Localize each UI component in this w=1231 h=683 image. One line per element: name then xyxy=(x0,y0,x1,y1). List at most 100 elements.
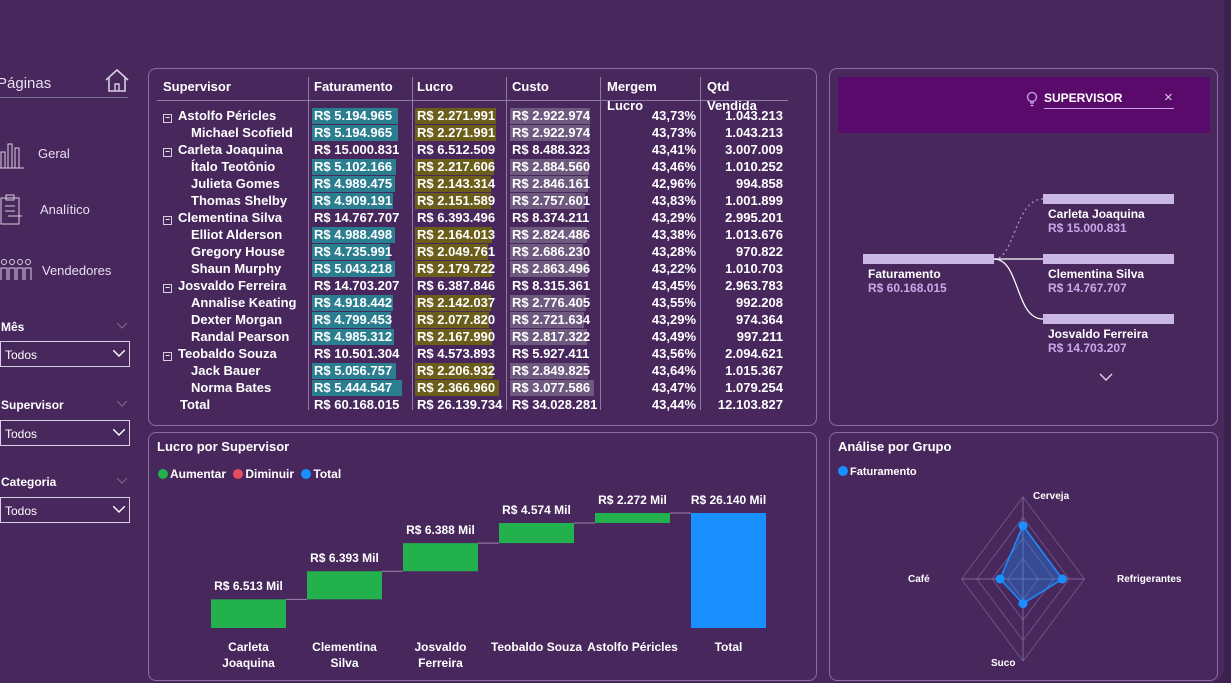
table-row[interactable]: Annalise Keating R$ 4.918.442 R$ 2.142.037… xyxy=(157,294,788,311)
waterfall-bar[interactable] xyxy=(307,571,382,600)
cell-custo: R$ 2.686.230 xyxy=(512,244,591,259)
cell-margem: 42,96% xyxy=(651,176,696,191)
category-label: Clementina Silva xyxy=(287,639,402,671)
chevron-down-icon[interactable] xyxy=(1099,373,1113,381)
cell-custo: R$ 2.721.634 xyxy=(512,312,591,327)
row-name: Michael Scofield xyxy=(191,125,293,140)
filter-mes-dropdown[interactable]: Todos xyxy=(0,341,130,367)
row-name: Ítalo Teotônio xyxy=(191,159,276,174)
divider xyxy=(412,77,413,410)
table-row[interactable]: − Carleta Joaquina R$ 15.000.831 R$ 6.512.5… xyxy=(157,141,788,158)
waterfall-bar[interactable] xyxy=(403,543,478,572)
decomp-root-bar[interactable] xyxy=(863,254,994,264)
collapse-icon[interactable]: − xyxy=(163,352,172,361)
legend-item[interactable]: Faturamento xyxy=(838,466,917,478)
table-row[interactable]: − Josvaldo Ferreira R$ 14.703.207 R$ 6.387.… xyxy=(157,277,788,294)
category-label-line: Silva xyxy=(330,656,359,670)
nav-analitico[interactable]: Analítico xyxy=(0,194,140,228)
decomp-node-bar[interactable] xyxy=(1043,254,1174,264)
table-row[interactable]: Ítalo Teotônio R$ 5.102.166 R$ 2.217.606 R$… xyxy=(157,158,788,175)
nav-vendedores[interactable]: Vendedores xyxy=(0,256,140,290)
radar-point[interactable] xyxy=(1018,521,1028,531)
collapse-icon[interactable]: − xyxy=(163,216,172,225)
cell-lucro: R$ 2.164.013 xyxy=(417,227,496,242)
cell-qtd: 1.079.254 xyxy=(725,380,783,395)
legend-item[interactable]: Diminuir xyxy=(233,467,294,481)
waterfall-bar[interactable] xyxy=(499,522,574,544)
decomp-node-bar[interactable] xyxy=(1043,314,1174,324)
row-label[interactable]: − Astolfo Péricles xyxy=(163,107,276,124)
row-label[interactable]: − Clementina Silva xyxy=(163,209,282,226)
waterfall-bar[interactable] xyxy=(595,513,670,523)
cell-lucro: R$ 2.206.932 xyxy=(417,363,496,378)
table-row[interactable]: − Teobaldo Souza R$ 10.501.304 R$ 4.573.893… xyxy=(157,345,788,362)
home-icon[interactable] xyxy=(103,66,131,94)
decomp-node-label: Josvaldo Ferreira xyxy=(1048,327,1149,341)
table-row[interactable]: Thomas Shelby R$ 4.909.191 R$ 2.151.589 R$ … xyxy=(157,192,788,209)
pages-title: Páginas xyxy=(0,75,52,92)
table-row[interactable]: Randal Pearson R$ 4.985.312 R$ 2.167.990 R$… xyxy=(157,328,788,345)
cell-custo: R$ 2.846.161 xyxy=(512,176,591,191)
col-header-lucro[interactable]: Lucro xyxy=(417,79,454,94)
radar-point[interactable] xyxy=(995,574,1005,584)
waterfall-bar[interactable] xyxy=(691,513,766,628)
cell-qtd: 1.013.676 xyxy=(725,227,783,242)
cell-margem: 43,46% xyxy=(651,159,696,174)
table-total-row[interactable]: Total R$ 60.168.015 R$ 26.139.734 R$ 34.028… xyxy=(157,396,788,413)
radar-point[interactable] xyxy=(1057,574,1067,584)
table-row[interactable]: − Clementina Silva R$ 14.767.707 R$ 6.393.4… xyxy=(157,209,788,226)
chart-title: Análise por Grupo xyxy=(838,439,952,454)
data-bar xyxy=(312,312,392,328)
data-bar xyxy=(510,295,586,311)
radar-point[interactable] xyxy=(1018,599,1028,609)
col-header-margem[interactable]: Mergem Lucro xyxy=(607,79,657,113)
data-bar xyxy=(510,329,587,345)
cell-fat: R$ 4.735.991 xyxy=(314,244,393,259)
col-header-custo[interactable]: Custo xyxy=(512,79,549,94)
row-label: Annalise Keating xyxy=(191,294,296,311)
row-label[interactable]: − Teobaldo Souza xyxy=(163,345,277,362)
table-row[interactable]: Jack Bauer R$ 5.056.757 R$ 2.206.932 R$ 2.8… xyxy=(157,362,788,379)
legend-item[interactable]: Total xyxy=(301,467,341,481)
row-label[interactable]: − Josvaldo Ferreira xyxy=(163,277,286,294)
nav-label: Analítico xyxy=(40,202,90,217)
collapse-icon[interactable]: − xyxy=(163,148,172,157)
chevron-down-icon[interactable] xyxy=(117,401,127,407)
radar-panel: Análise por Grupo Faturamento Cerveja Re… xyxy=(829,432,1218,681)
row-label: Thomas Shelby xyxy=(191,192,287,209)
chevron-down-icon[interactable] xyxy=(117,478,127,484)
decomp-header: SUPERVISOR × xyxy=(838,77,1210,133)
divider xyxy=(700,77,701,410)
legend-label: Diminuir xyxy=(245,467,295,481)
cell-fat: R$ 14.703.207 xyxy=(314,278,400,293)
chevron-down-icon[interactable] xyxy=(117,323,127,329)
cell-qtd: 2.963.783 xyxy=(725,278,783,293)
row-name: Astolfo Péricles xyxy=(178,108,277,123)
table-row[interactable]: Dexter Morgan R$ 4.799.453 R$ 2.077.820 R$ … xyxy=(157,311,788,328)
collapse-icon[interactable]: − xyxy=(163,284,172,293)
waterfall-bar[interactable] xyxy=(211,599,286,628)
decomp-field[interactable]: SUPERVISOR xyxy=(1044,91,1123,105)
table-row[interactable]: Norma Bates R$ 5.444.547 R$ 2.366.960 R$ 3.… xyxy=(157,379,788,396)
data-bar xyxy=(312,363,396,379)
data-bar xyxy=(312,261,396,277)
table-row[interactable]: Shaun Murphy R$ 5.043.218 R$ 2.179.722 R$ 2… xyxy=(157,260,788,277)
cell-fat: R$ 14.767.707 xyxy=(314,210,400,225)
col-header-supervisor[interactable]: Supervisor xyxy=(163,79,231,94)
legend-item[interactable]: Aumentar xyxy=(158,467,226,481)
nav-geral[interactable]: Geral xyxy=(0,138,140,172)
table-row[interactable]: Michael Scofield R$ 5.194.965 R$ 2.271.991… xyxy=(157,124,788,141)
collapse-icon[interactable]: − xyxy=(163,114,172,123)
decomp-node-bar[interactable] xyxy=(1043,194,1174,204)
row-label[interactable]: − Carleta Joaquina xyxy=(163,141,283,158)
filter-categoria-dropdown[interactable]: Todos xyxy=(0,497,130,523)
col-header-faturamento[interactable]: Faturamento xyxy=(314,79,393,94)
table-row[interactable]: Gregory House R$ 4.735.991 R$ 2.049.761 R$ … xyxy=(157,243,788,260)
sidebar: Páginas Geral Analítico xyxy=(0,60,140,683)
table-row[interactable]: − Astolfo Péricles R$ 5.194.965 R$ 2.271.99… xyxy=(157,107,788,124)
table-row[interactable]: Julieta Gomes R$ 4.989.475 R$ 2.143.314 R$ … xyxy=(157,175,788,192)
filter-supervisor-dropdown[interactable]: Todos xyxy=(0,420,130,446)
col-header-qtd[interactable]: Qtd Vendida xyxy=(707,79,757,113)
table-row[interactable]: Elliot Alderson R$ 4.988.498 R$ 2.164.013 R… xyxy=(157,226,788,243)
close-icon[interactable]: × xyxy=(1164,89,1173,106)
